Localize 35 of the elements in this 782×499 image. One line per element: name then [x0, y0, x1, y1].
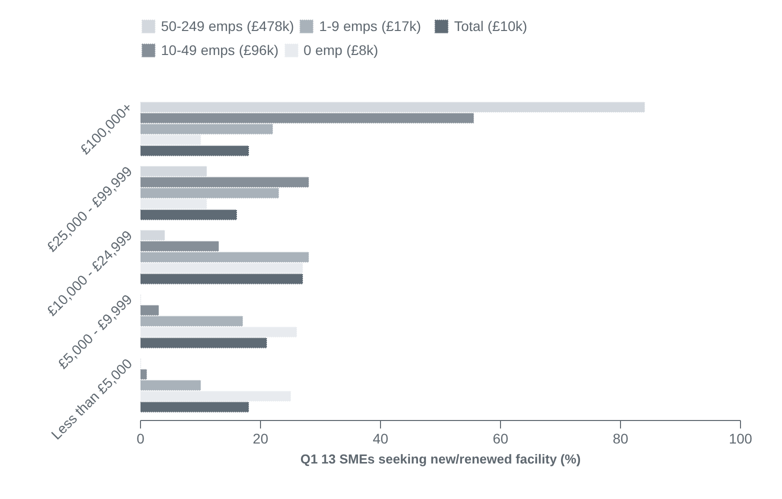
- bar: [140, 402, 249, 412]
- x-tick-label: 100: [728, 430, 752, 446]
- legend-label: 1-9 emps (£17k): [319, 18, 422, 34]
- bar: [140, 176, 309, 188]
- x-tick-label: 20: [252, 430, 268, 446]
- bar: [140, 316, 243, 327]
- bar: [140, 369, 147, 380]
- bar: [140, 262, 303, 274]
- bar: [140, 145, 249, 156]
- x-axis-title: Q1 13 SMEs seeking new/renewed facility (%): [300, 452, 581, 466]
- legend-label: Total (£10k): [454, 18, 528, 34]
- bar: [140, 252, 309, 262]
- bar: [140, 188, 279, 198]
- bar: [140, 198, 207, 210]
- bar: [140, 380, 201, 391]
- bar: [140, 210, 237, 220]
- bar: [140, 274, 303, 284]
- bar: [140, 240, 219, 252]
- legend-label: 50-249 emps (£478k): [161, 18, 294, 34]
- x-tick-label: 80: [612, 430, 628, 446]
- bar: [140, 305, 159, 316]
- bar: [140, 230, 165, 241]
- bar: [140, 390, 291, 402]
- bar: [140, 166, 207, 177]
- bar: [140, 102, 645, 113]
- bar: [140, 338, 267, 348]
- legend-label: 0 emp (£8k): [304, 42, 380, 58]
- bar: [140, 124, 273, 134]
- bar: [140, 134, 201, 146]
- bar: [140, 112, 474, 124]
- x-tick-label: 0: [136, 430, 145, 446]
- x-tick-label: 40: [372, 430, 388, 446]
- legend-label: 10-49 emps (£96k): [161, 42, 279, 58]
- x-tick-label: 60: [492, 430, 508, 446]
- bar: [140, 326, 297, 338]
